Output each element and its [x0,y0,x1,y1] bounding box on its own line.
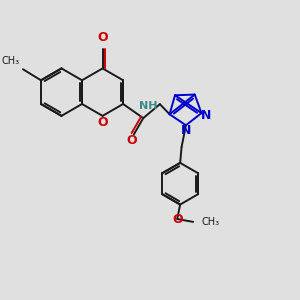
Text: O: O [126,134,137,147]
Text: N: N [181,124,191,137]
Text: CH₃: CH₃ [2,56,20,66]
Text: CH₃: CH₃ [202,217,220,227]
Text: NH: NH [140,101,158,111]
Text: O: O [97,116,108,129]
Text: O: O [97,32,108,44]
Text: N: N [201,109,211,122]
Text: O: O [172,213,183,226]
